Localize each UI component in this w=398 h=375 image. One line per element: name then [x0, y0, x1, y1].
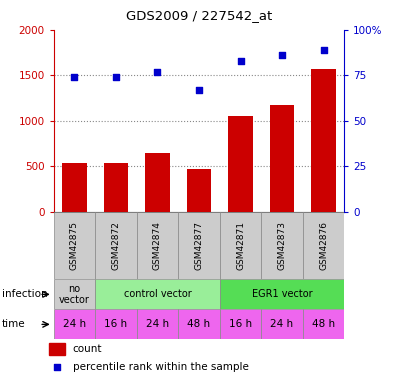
Bar: [103, 163, 129, 212]
Bar: [95, 212, 137, 279]
Point: [237, 58, 244, 64]
Text: GSM42872: GSM42872: [111, 221, 121, 270]
Text: time: time: [2, 320, 25, 329]
Text: no
vector: no vector: [59, 284, 90, 305]
Text: 16 h: 16 h: [229, 320, 252, 329]
Bar: [62, 163, 87, 212]
Bar: [220, 279, 344, 309]
Point: [71, 74, 78, 80]
Text: GSM42877: GSM42877: [195, 221, 203, 270]
Text: percentile rank within the sample: percentile rank within the sample: [73, 362, 248, 372]
Bar: [137, 212, 178, 279]
Bar: [137, 309, 178, 339]
Bar: [95, 279, 220, 309]
Text: control vector: control vector: [124, 290, 191, 299]
Point: [154, 69, 161, 75]
Bar: [95, 309, 137, 339]
Point: [320, 47, 327, 53]
Point: [113, 74, 119, 80]
Point: [196, 87, 202, 93]
Bar: [54, 279, 95, 309]
Bar: [303, 212, 344, 279]
Text: GDS2009 / 227542_at: GDS2009 / 227542_at: [126, 9, 272, 22]
Text: EGR1 vector: EGR1 vector: [252, 290, 312, 299]
Text: 24 h: 24 h: [63, 320, 86, 329]
Bar: [49, 343, 65, 355]
Text: GSM42875: GSM42875: [70, 221, 79, 270]
Bar: [311, 69, 336, 212]
Text: 48 h: 48 h: [312, 320, 335, 329]
Text: 16 h: 16 h: [104, 320, 127, 329]
Bar: [187, 169, 211, 212]
Bar: [145, 153, 170, 212]
Bar: [54, 309, 95, 339]
Bar: [54, 212, 95, 279]
Bar: [269, 105, 295, 212]
Bar: [178, 212, 220, 279]
Bar: [220, 309, 261, 339]
Text: GSM42874: GSM42874: [153, 221, 162, 270]
Text: GSM42871: GSM42871: [236, 221, 245, 270]
Bar: [220, 212, 261, 279]
Point: [279, 53, 285, 58]
Text: 24 h: 24 h: [146, 320, 169, 329]
Text: 48 h: 48 h: [187, 320, 211, 329]
Text: count: count: [73, 344, 102, 354]
Bar: [178, 309, 220, 339]
Bar: [303, 309, 344, 339]
Point: [54, 364, 60, 370]
Text: infection: infection: [2, 290, 48, 299]
Text: GSM42873: GSM42873: [277, 221, 287, 270]
Bar: [228, 116, 253, 212]
Text: GSM42876: GSM42876: [319, 221, 328, 270]
Bar: [261, 212, 303, 279]
Bar: [261, 309, 303, 339]
Text: 24 h: 24 h: [271, 320, 294, 329]
